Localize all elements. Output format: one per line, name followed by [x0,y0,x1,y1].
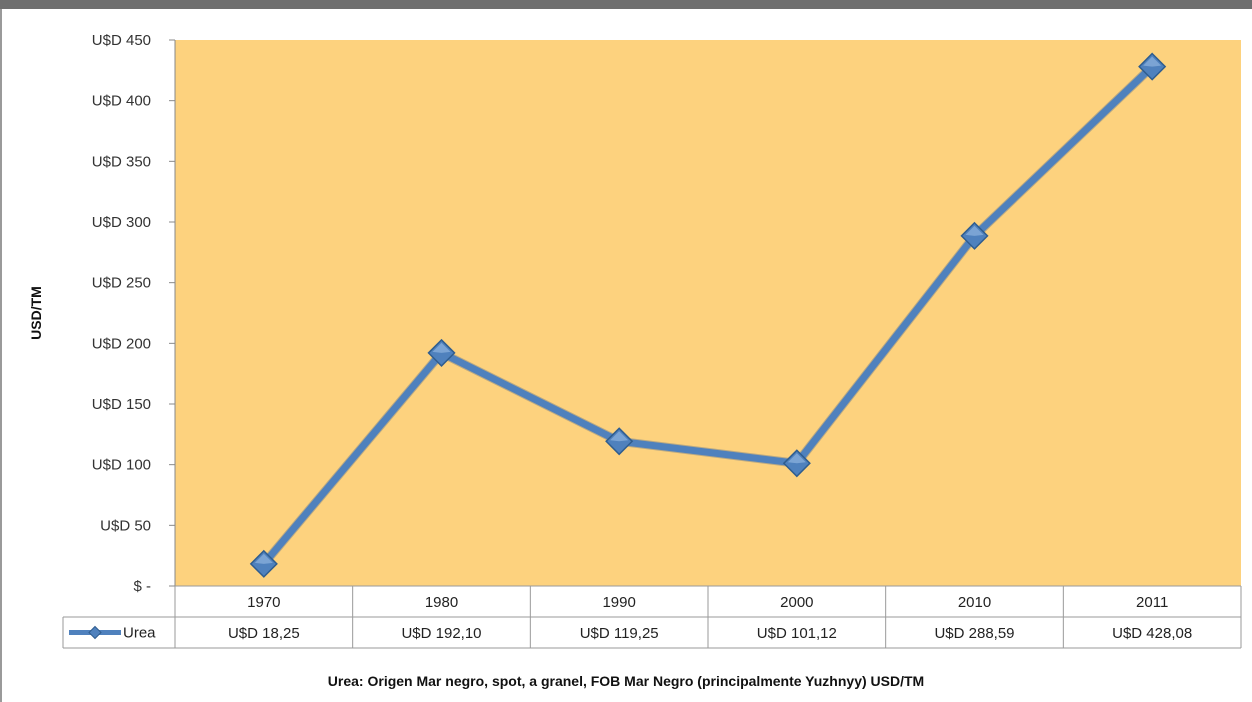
data-label: U$D 119,25 [580,625,659,642]
window-left-border [0,9,2,702]
x-tick-label: 1970 [247,594,280,611]
y-tick-label: U$D 450 [92,32,151,49]
data-point-highlight [610,431,629,442]
data-label: U$D 428,08 [1112,625,1192,642]
legend-label: Urea [123,625,156,642]
x-tick-label: 2000 [780,594,813,611]
window-top-bar [0,0,1252,9]
data-point-highlight [1143,56,1162,67]
series-layer [249,52,1167,578]
data-point-highlight [254,553,273,564]
x-tick-label: 2010 [958,594,991,611]
data-label: U$D 192,10 [401,625,481,642]
y-axis-title: USD/TM [28,286,44,340]
data-point-highlight [787,453,806,464]
data-label: U$D 288,59 [934,625,1014,642]
y-tick-label: U$D 150 [92,396,151,413]
x-tick-label: 2011 [1136,594,1168,611]
y-tick-label: U$D 400 [92,93,151,110]
y-tick-label: U$D 250 [92,275,151,292]
x-tick-label: 1990 [602,594,635,611]
y-tick-label: U$D 200 [92,335,151,352]
y-axis: $ - U$D 50 U$D 100 U$D 150 U$D 200 U$D 250 U$D… [92,32,176,595]
y-tick-label: U$D 50 [100,517,151,534]
chart-caption: Urea: Origen Mar negro, spot, a granel, … [327,673,925,689]
x-tick-label: 1980 [425,594,458,611]
data-point-highlight [432,342,451,353]
data-table: 1970 1980 1990 2000 2010 2011 Urea U$D 18,25 U$D… [62,585,1242,649]
legend-marker [88,625,102,640]
data-label: U$D 101,12 [757,625,837,642]
plot-area [175,40,1241,586]
data-label: U$D 18,25 [228,625,300,642]
y-tick-label: U$D 350 [92,153,151,170]
y-tick-label: $ - [133,578,151,595]
data-point-highlight [965,225,984,236]
y-tick-label: U$D 300 [92,214,151,231]
y-tick-label: U$D 100 [92,457,151,474]
series-line-urea [260,63,1156,568]
